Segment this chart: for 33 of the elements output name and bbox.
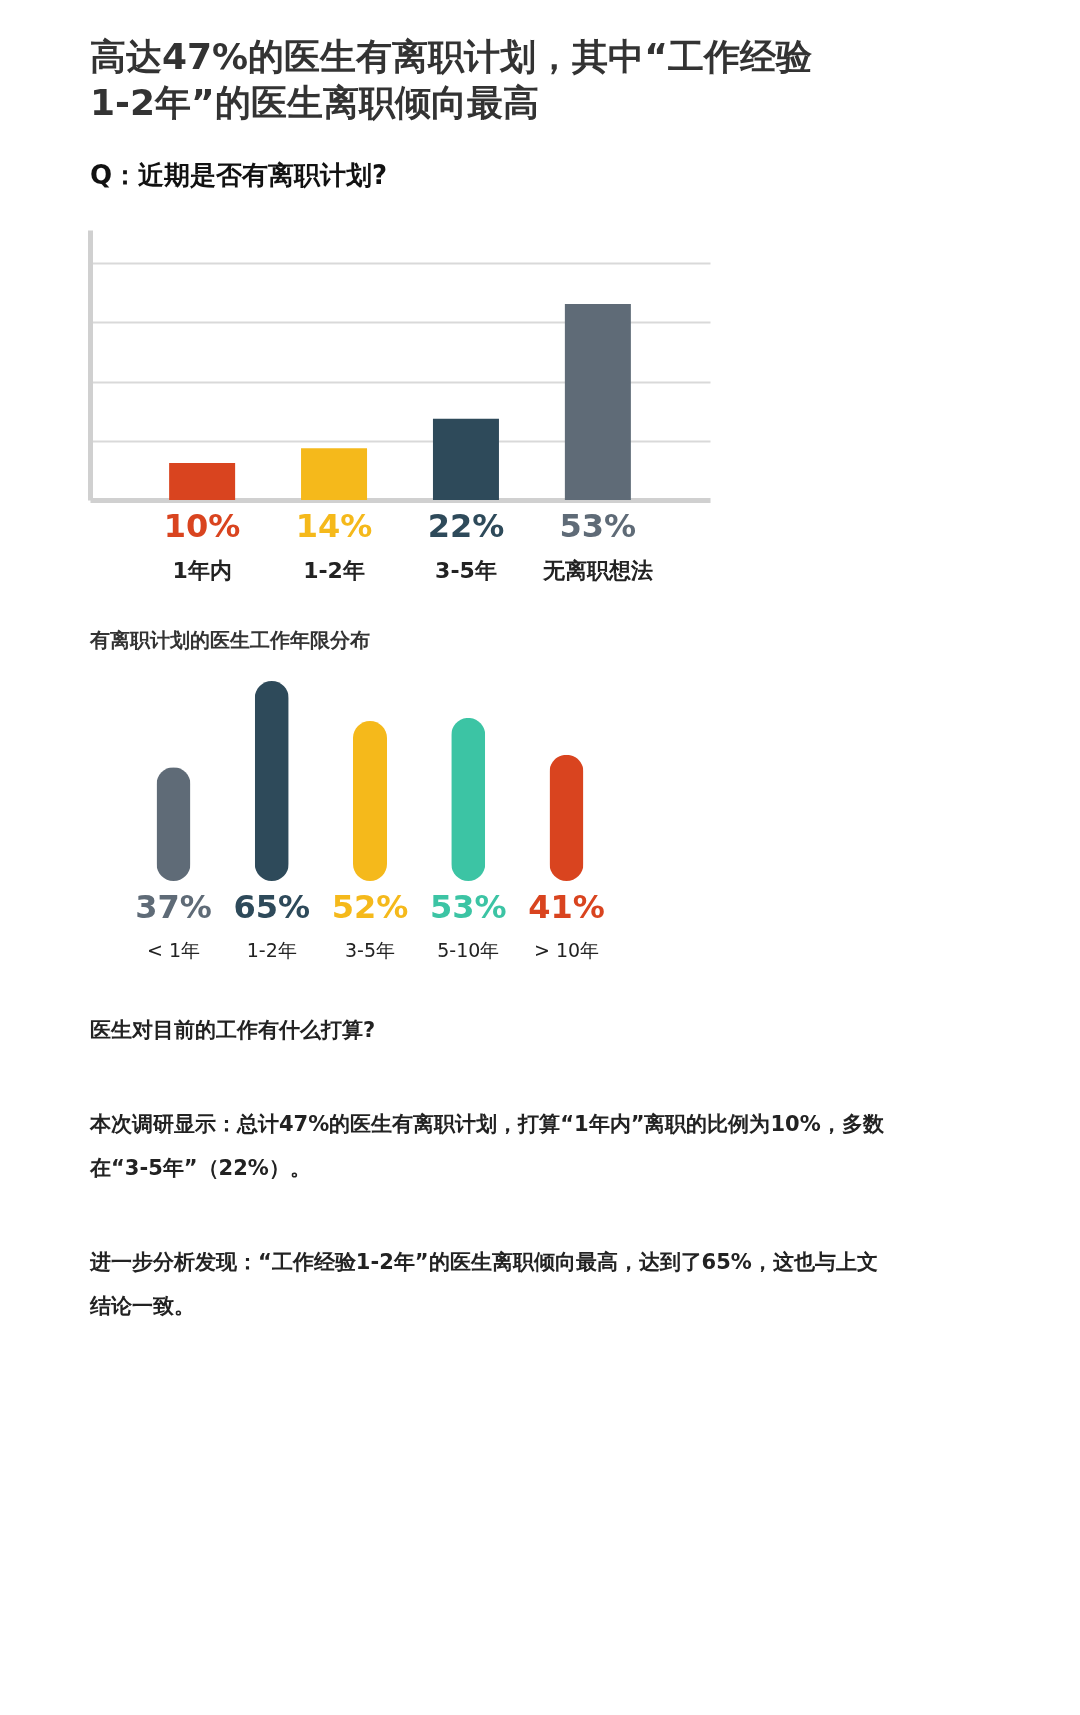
text: 本次调研显示：总计47%的医生有离职计划，打算“1年内”离职的比例为10%，多数在“3-5年”（22%）。 (89, 1112, 885, 1180)
data-label: 10% (163, 507, 241, 545)
text: 医生对目前的工作有什么打算? (90, 1018, 376, 1042)
data-label: 41% (528, 888, 605, 926)
chart-title: 有离职计划的医生工作年限分布 (89, 628, 370, 652)
data-label: 22% (427, 507, 505, 545)
bar (254, 681, 289, 881)
data-label: 37% (135, 888, 212, 926)
bar (549, 754, 584, 881)
x-tick-label: 3-5年 (435, 557, 497, 583)
bar (169, 463, 236, 500)
bar (564, 303, 631, 500)
bar (156, 767, 191, 881)
bar (432, 418, 499, 500)
x-tick-label: > 10年 (533, 938, 600, 961)
x-tick-label: 1-2年 (303, 557, 365, 583)
x-tick-label: 1年内 (172, 557, 232, 583)
bar (451, 717, 486, 881)
text: 进一步分析发现：“工作经验1-2年”的医生离职倾向最高，达到了65%，这也与上文结论一致。 (89, 1250, 878, 1318)
bar (353, 721, 387, 881)
x-tick-label: 无离职想法 (541, 557, 653, 583)
data-label: 53% (559, 507, 637, 545)
x-tick-label: < 1年 (146, 938, 201, 961)
chart-title: 高达47%的医生有离职计划，其中“工作经验1-2年”的医生离职倾向最高 (90, 36, 813, 123)
chart-subtitle: Q：近期是否有离职计划? (90, 160, 388, 190)
data-label: 65% (233, 888, 311, 926)
bar (301, 448, 368, 500)
x-tick-label: 5-10年 (437, 938, 500, 961)
data-label: 53% (429, 888, 507, 926)
x-tick-label: 1-2年 (246, 938, 297, 961)
data-label: 14% (295, 507, 373, 545)
data-label: 52% (331, 888, 409, 926)
x-tick-label: 3-5年 (344, 938, 396, 961)
